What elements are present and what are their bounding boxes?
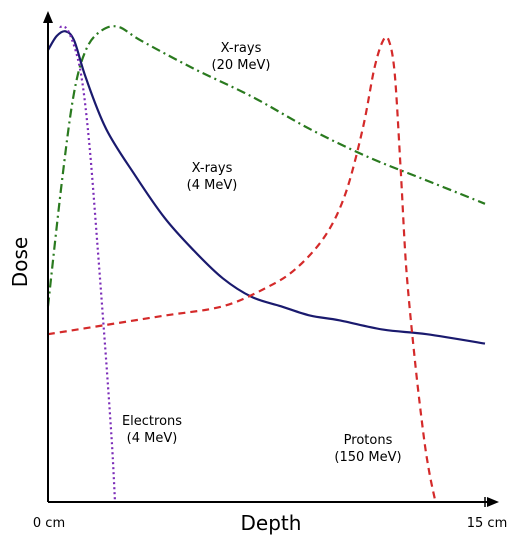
- axes: Dose Depth 0 cm 15 cm: [8, 11, 507, 535]
- series-label-line: Electrons: [122, 414, 182, 429]
- x-tick-label-end: 15 cm: [467, 516, 508, 531]
- series-label-electrons: Electrons (4 MeV): [122, 414, 182, 446]
- x-tick-label-start: 0 cm: [33, 516, 65, 531]
- series-label-line: (4 MeV): [127, 431, 178, 446]
- series-label-protons: Protons (150 MeV): [334, 433, 401, 465]
- series-label-line: (4 MeV): [187, 178, 238, 193]
- series-line-xray20: [46, 25, 486, 307]
- series-line-xray4: [47, 30, 486, 345]
- curves: [46, 25, 486, 503]
- series-line-electrons: [59, 25, 117, 503]
- series-label-line: (20 MeV): [212, 58, 271, 73]
- series-label-line: X-rays: [221, 41, 262, 56]
- x-axis-arrow: [487, 497, 499, 507]
- y-axis-title: Dose: [8, 237, 32, 287]
- series-line-protons: [47, 35, 437, 503]
- y-axis-arrow: [43, 11, 53, 23]
- series-label-line: (150 MeV): [334, 450, 401, 465]
- series-label-xray4: X-rays (4 MeV): [187, 161, 238, 193]
- series-label-xray20: X-rays (20 MeV): [212, 41, 271, 73]
- series-label-line: X-rays: [192, 161, 233, 176]
- series-label-line: Protons: [344, 433, 393, 448]
- x-axis-title: Depth: [241, 511, 302, 535]
- annotations: X-rays (20 MeV) X-rays (4 MeV) Electrons (4 M…: [122, 41, 402, 465]
